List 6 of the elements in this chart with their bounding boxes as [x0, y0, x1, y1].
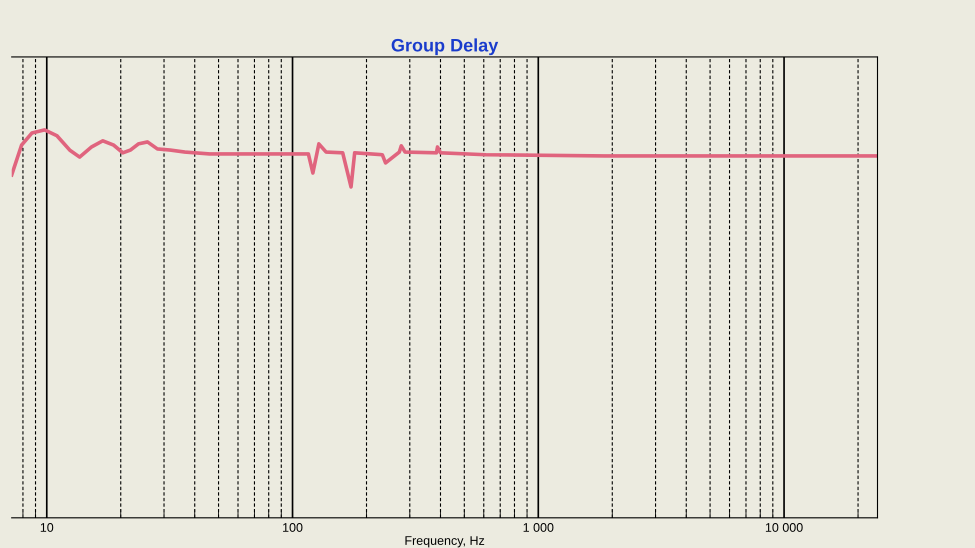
x-tick-label: 1 000 [524, 523, 554, 532]
x-tick-label: 10 [40, 523, 54, 532]
x-axis-title: Frequency, Hz [405, 536, 484, 548]
chart-title: Group Delay [392, 38, 498, 56]
x-tick-label: 10 000 [766, 523, 803, 532]
x-tick-label: 100 [283, 523, 302, 532]
